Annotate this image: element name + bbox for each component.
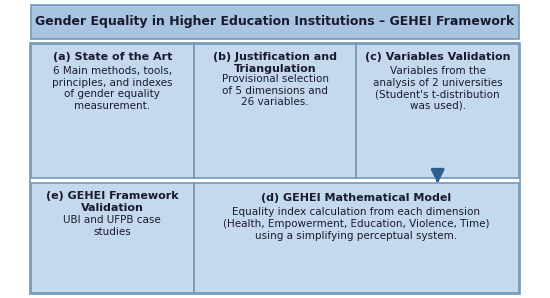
FancyBboxPatch shape [194, 44, 356, 179]
FancyBboxPatch shape [31, 44, 194, 179]
Text: (a) State of the Art: (a) State of the Art [53, 52, 172, 62]
Text: 6 Main methods, tools,
principles, and indexes
of gender equality
measurement.: 6 Main methods, tools, principles, and i… [52, 66, 173, 111]
Text: Equality index calculation from each dimension
(Health, Empowerment, Education, : Equality index calculation from each dim… [223, 207, 490, 241]
Text: Gender Equality in Higher Education Institutions – GEHEI Framework: Gender Equality in Higher Education Inst… [35, 15, 515, 29]
FancyBboxPatch shape [31, 184, 194, 293]
Text: Provisional selection
of 5 dimensions and
26 variables.: Provisional selection of 5 dimensions an… [222, 74, 328, 107]
Text: (b) Justification and
Triangulation: (b) Justification and Triangulation [213, 52, 337, 74]
Text: Variables from the
analysis of 2 universities
(Student's t-distribution
was used: Variables from the analysis of 2 univers… [373, 66, 503, 111]
FancyBboxPatch shape [356, 44, 519, 179]
FancyBboxPatch shape [31, 5, 519, 39]
Text: (e) GEHEI Framework
Validation: (e) GEHEI Framework Validation [46, 191, 179, 213]
Text: (d) GEHEI Mathematical Model: (d) GEHEI Mathematical Model [261, 193, 452, 204]
FancyBboxPatch shape [30, 43, 520, 294]
Text: UBI and UFPB case
studies: UBI and UFPB case studies [63, 215, 161, 237]
Text: (c) Variables Validation: (c) Variables Validation [365, 52, 510, 62]
FancyBboxPatch shape [194, 184, 519, 293]
